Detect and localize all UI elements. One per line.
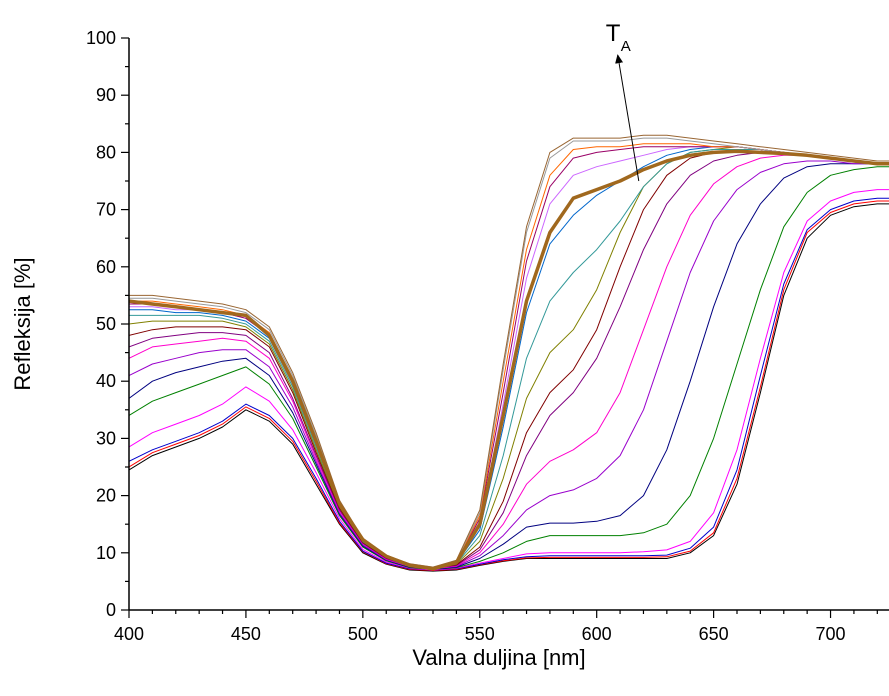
y-tick-label: 70 bbox=[96, 200, 116, 220]
x-tick-label: 550 bbox=[465, 624, 495, 644]
series-line-8 bbox=[129, 154, 889, 570]
y-tick-label: 50 bbox=[96, 314, 116, 334]
series-line-16 bbox=[129, 143, 889, 569]
annotation-label: T bbox=[606, 20, 621, 47]
y-tick-label: 90 bbox=[96, 85, 116, 105]
y-tick-label: 10 bbox=[96, 543, 116, 563]
series-layer bbox=[129, 134, 889, 572]
y-axis-title: Refleksija [%] bbox=[10, 257, 35, 390]
series-line-18 bbox=[129, 137, 889, 568]
series-line-4 bbox=[129, 189, 889, 571]
series-line-6 bbox=[129, 163, 889, 570]
x-tick-label: 600 bbox=[582, 624, 612, 644]
y-tick-label: 100 bbox=[86, 28, 116, 48]
y-tick-label: 0 bbox=[106, 600, 116, 620]
x-tick-label: 500 bbox=[348, 624, 378, 644]
series-line-2 bbox=[129, 200, 889, 571]
x-tick-label: 400 bbox=[114, 624, 144, 644]
series-line-7 bbox=[129, 160, 889, 570]
y-tick-label: 60 bbox=[96, 257, 116, 277]
series-line-15 bbox=[129, 146, 889, 569]
series-line-17 bbox=[129, 149, 889, 571]
x-tick-label: 450 bbox=[231, 624, 261, 644]
y-tick-label: 40 bbox=[96, 371, 116, 391]
series-line-1 bbox=[129, 203, 889, 572]
series-line-3 bbox=[129, 197, 889, 571]
x-tick-label: 700 bbox=[816, 624, 846, 644]
annotation-arrow bbox=[615, 54, 640, 182]
annotation-subscript: A bbox=[621, 38, 631, 55]
x-axis-title: Valna duljina [nm] bbox=[412, 645, 585, 670]
y-tick-label: 80 bbox=[96, 142, 116, 162]
series-line-19 bbox=[129, 134, 889, 568]
series-line-5 bbox=[129, 166, 889, 570]
y-tick-label: 20 bbox=[96, 486, 116, 506]
y-tick-label: 30 bbox=[96, 428, 116, 448]
x-tick-label: 650 bbox=[699, 624, 729, 644]
ticks: 400 450 500 550 600 650 700 0 10 20 30 40 50 60 70 80 90… bbox=[86, 28, 878, 644]
axes bbox=[128, 38, 889, 611]
